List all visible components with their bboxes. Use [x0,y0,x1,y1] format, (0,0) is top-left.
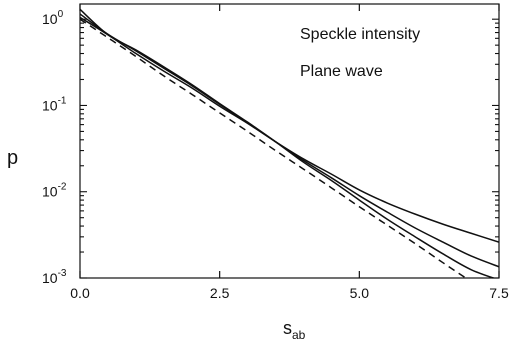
x-axis-label-main: s [283,318,292,338]
y-tick-label-base: 10 [42,97,58,113]
y-tick-label: 10-3 [42,268,67,286]
y-tick-label-exponent: -2 [58,182,67,193]
solid-curve-3 [80,8,496,278]
x-tick-label: 5.0 [350,285,370,301]
y-axis-label: p [7,147,18,169]
y-tick-label-base: 10 [42,184,58,200]
y-tick-label-exponent: -1 [58,95,67,106]
x-tick-label: 2.5 [210,285,230,301]
y-tick-label: 10-1 [42,95,67,113]
solid-curve-1 [80,16,499,243]
y-tick-label: 10-2 [42,182,67,200]
dashed-curve [80,18,468,278]
y-tick-label-exponent: -3 [58,268,67,279]
axis-ticks [79,4,500,279]
y-tick-label-exponent: 0 [58,9,64,20]
data-curves [80,8,499,278]
plot-frame [79,3,500,279]
x-tick-label: 7.5 [489,285,509,301]
y-tick-label-base: 10 [42,270,58,286]
y-tick-label-base: 10 [42,11,58,27]
legend-plane-wave: Plane wave [300,63,383,80]
x-axis-label: sab [283,318,306,342]
legend-speckle-intensity: Speckle intensity [300,26,420,43]
y-tick-label: 100 [42,9,64,27]
x-tick-label: 0.0 [70,285,90,301]
x-axis-label-subscript: ab [292,328,306,342]
solid-curve-2 [80,13,499,268]
